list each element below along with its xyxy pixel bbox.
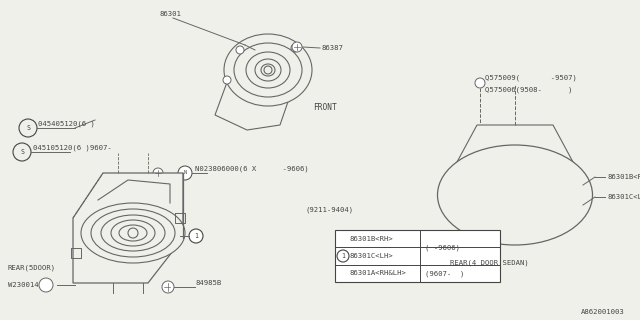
Text: 86387: 86387 xyxy=(322,45,344,51)
Circle shape xyxy=(178,166,192,180)
Text: 86301: 86301 xyxy=(160,11,182,17)
Text: W230014: W230014 xyxy=(8,282,38,288)
Circle shape xyxy=(128,228,138,238)
Circle shape xyxy=(19,119,37,137)
Text: Q575009(       -9507): Q575009( -9507) xyxy=(485,75,577,81)
Circle shape xyxy=(153,168,163,178)
Text: (9211-9404): (9211-9404) xyxy=(306,207,354,213)
Text: 86301B<RH>: 86301B<RH> xyxy=(349,236,393,242)
Text: ( -9606): ( -9606) xyxy=(425,244,460,251)
Circle shape xyxy=(292,42,302,52)
Circle shape xyxy=(475,78,485,88)
Circle shape xyxy=(39,278,53,292)
Ellipse shape xyxy=(224,34,312,106)
Circle shape xyxy=(189,229,203,243)
Text: (9607-  ): (9607- ) xyxy=(425,270,465,276)
Text: REAR(5DOOR): REAR(5DOOR) xyxy=(8,265,56,271)
Ellipse shape xyxy=(485,175,545,215)
Ellipse shape xyxy=(246,52,290,88)
Text: Q575006(9508-      ): Q575006(9508- ) xyxy=(485,87,573,93)
Ellipse shape xyxy=(472,167,558,223)
Ellipse shape xyxy=(91,209,175,257)
Bar xyxy=(335,230,500,282)
Ellipse shape xyxy=(445,150,585,240)
Polygon shape xyxy=(73,173,183,283)
Ellipse shape xyxy=(255,59,281,81)
Text: N023806000(6 X      -9606): N023806000(6 X -9606) xyxy=(195,166,308,172)
Text: FRONT: FRONT xyxy=(313,103,337,113)
Ellipse shape xyxy=(234,43,302,97)
Ellipse shape xyxy=(261,64,275,76)
Ellipse shape xyxy=(497,183,533,207)
Circle shape xyxy=(13,143,31,161)
Polygon shape xyxy=(235,42,303,90)
Circle shape xyxy=(236,46,244,54)
Circle shape xyxy=(291,44,299,52)
Text: 1: 1 xyxy=(341,253,345,259)
Text: 84985B: 84985B xyxy=(196,280,222,286)
Text: 86301C<LH>: 86301C<LH> xyxy=(349,253,393,259)
Circle shape xyxy=(510,190,520,200)
Circle shape xyxy=(223,76,231,84)
Text: N: N xyxy=(184,171,187,175)
Ellipse shape xyxy=(438,145,593,245)
Ellipse shape xyxy=(506,189,524,201)
Text: REAR(4 DOOR SEDAN): REAR(4 DOOR SEDAN) xyxy=(450,260,529,266)
Circle shape xyxy=(337,250,349,262)
Ellipse shape xyxy=(111,220,155,246)
Circle shape xyxy=(264,66,272,74)
Ellipse shape xyxy=(101,215,165,251)
Text: A862001003: A862001003 xyxy=(581,309,625,315)
Text: 1: 1 xyxy=(194,233,198,239)
Text: S: S xyxy=(26,125,30,131)
Polygon shape xyxy=(215,55,303,130)
Ellipse shape xyxy=(458,158,572,232)
Text: 86301C<LH>: 86301C<LH> xyxy=(607,194,640,200)
Text: 86301B<RH>: 86301B<RH> xyxy=(607,174,640,180)
Text: S: S xyxy=(20,149,24,155)
Polygon shape xyxy=(450,125,580,175)
Text: 86301A<RH&LH>: 86301A<RH&LH> xyxy=(349,270,406,276)
Text: 045105120(6 )9607-: 045105120(6 )9607- xyxy=(33,145,112,151)
Text: 045405120(6 ): 045405120(6 ) xyxy=(38,121,95,127)
Ellipse shape xyxy=(81,203,185,263)
Circle shape xyxy=(162,281,174,293)
Ellipse shape xyxy=(119,225,147,241)
